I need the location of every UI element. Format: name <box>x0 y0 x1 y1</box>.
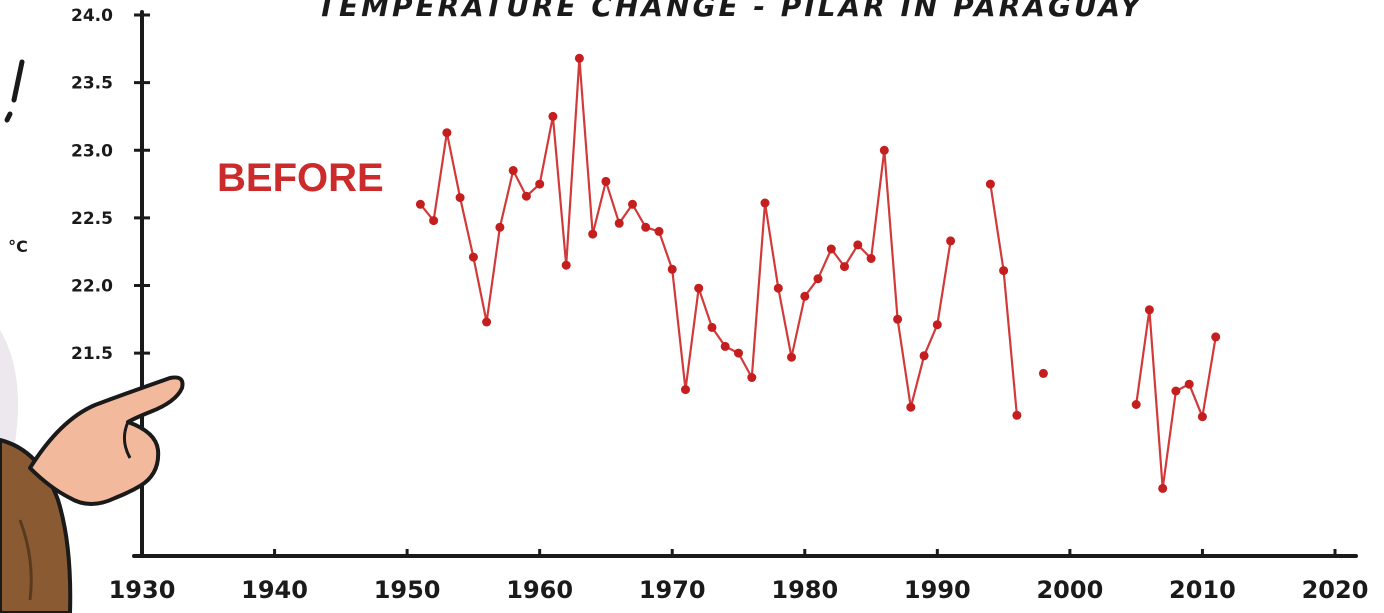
x-tick-label-2020: 2020 <box>1302 576 1369 604</box>
data-point-1978 <box>773 283 783 293</box>
chart-title: TEMPERATURE CHANGE - PILAR IN PARAGUAY <box>317 0 1143 23</box>
y-axis-label: °C <box>8 237 28 256</box>
data-point-1963 <box>574 53 584 63</box>
data-point-2006 <box>1144 305 1154 315</box>
knuckle-line <box>123 421 132 459</box>
data-point-1990 <box>932 320 942 330</box>
y-ticks: 21.5 22.0 22.5 23.0 23.5 24.0 <box>71 6 150 364</box>
data-point-1994 <box>985 179 995 189</box>
data-point-1989 <box>919 351 929 361</box>
data-point-1956 <box>482 317 492 327</box>
data-point-1955 <box>468 252 478 262</box>
hand-shadow <box>0 330 18 470</box>
data-point-1980 <box>800 291 810 301</box>
data-point-1982 <box>826 244 836 254</box>
y-tick-label-23.0: 23.0 <box>71 141 113 161</box>
x-tick-label-1960: 1960 <box>506 576 573 604</box>
sleeve-fold <box>18 519 33 601</box>
data-point-1983 <box>840 262 849 272</box>
data-point-2005 <box>1131 400 1141 409</box>
data-point-1976 <box>747 373 757 382</box>
x-tick-label-1980: 1980 <box>771 576 838 604</box>
x-tick-label-2010: 2010 <box>1169 576 1236 604</box>
data-point-1968 <box>641 222 651 232</box>
y-tick-label-21.5: 21.5 <box>71 344 113 364</box>
series-layer <box>415 53 1221 493</box>
data-point-1965 <box>601 176 611 186</box>
data-point-2011 <box>1211 332 1221 342</box>
data-point-1952 <box>429 216 439 226</box>
data-point-1964 <box>588 229 598 239</box>
pointing-hand-illustration <box>0 330 185 613</box>
x-tick-label-1950: 1950 <box>374 576 441 604</box>
data-point-1985 <box>866 254 876 263</box>
decorative-scribble <box>4 59 25 123</box>
data-point-1975 <box>734 348 743 358</box>
data-point-1979 <box>787 352 796 362</box>
data-point-1986 <box>879 145 889 155</box>
hand <box>28 375 185 506</box>
series-line-segment-3 <box>1135 308 1217 490</box>
data-point-1953 <box>442 128 452 138</box>
data-point-1981 <box>813 274 823 284</box>
data-point-2008 <box>1171 386 1181 396</box>
y-tick-label-23.5: 23.5 <box>71 74 113 94</box>
data-point-1969 <box>654 226 664 236</box>
data-point-1954 <box>455 193 465 203</box>
data-point-1970 <box>667 264 677 274</box>
x-tick-label-1990: 1990 <box>904 576 971 604</box>
data-point-1962 <box>561 260 571 270</box>
data-point-1977 <box>760 198 770 208</box>
before-annotation: BEFORE <box>217 156 384 200</box>
series-line-segment-0 <box>419 57 952 409</box>
data-point-1958 <box>508 166 518 175</box>
data-point-1967 <box>628 199 637 209</box>
data-point-1960 <box>535 179 545 189</box>
data-point-1966 <box>614 218 624 228</box>
data-point-1988 <box>906 402 916 412</box>
sleeve <box>0 437 73 613</box>
data-point-1961 <box>548 111 558 121</box>
data-point-2009 <box>1184 379 1194 389</box>
x-tick-label-1970: 1970 <box>639 576 706 604</box>
data-point-1996 <box>1012 410 1022 420</box>
data-point-1987 <box>893 314 903 324</box>
data-point-1971 <box>681 385 690 395</box>
data-point-1959 <box>521 191 531 201</box>
data-point-1974 <box>720 341 730 351</box>
data-point-2010 <box>1197 412 1207 422</box>
x-tick-label-1930: 1930 <box>109 576 176 604</box>
data-point-1973 <box>707 322 717 332</box>
y-tick-label-22.0: 22.0 <box>71 277 113 297</box>
y-tick-label-24.0: 24.0 <box>71 6 113 26</box>
axes <box>132 10 1358 558</box>
data-point-1957 <box>495 222 505 232</box>
data-point-2007 <box>1158 483 1168 493</box>
x-ticks: 1930 1940 1950 1960 1970 1980 1990 2000 2010 2020 <box>109 549 1369 604</box>
y-tick-label-22.5: 22.5 <box>71 209 113 229</box>
data-point-1991 <box>946 236 956 246</box>
x-tick-label-1940: 1940 <box>241 576 308 604</box>
data-point-1972 <box>694 283 704 293</box>
series-line-segment-1 <box>989 183 1018 416</box>
data-point-1951 <box>415 199 425 209</box>
data-point-1984 <box>853 240 863 250</box>
data-point-1998 <box>1038 368 1048 378</box>
x-tick-label-2000: 2000 <box>1036 576 1103 604</box>
data-point-1995 <box>999 266 1009 276</box>
